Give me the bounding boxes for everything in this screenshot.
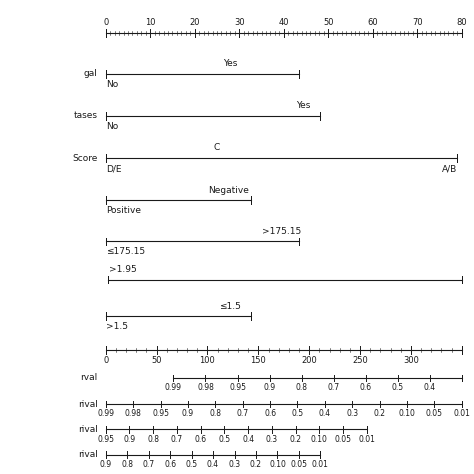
Text: 0.5: 0.5 <box>185 460 198 469</box>
Text: Score: Score <box>73 154 98 163</box>
Text: 0.3: 0.3 <box>346 410 358 419</box>
Text: 0.4: 0.4 <box>207 460 219 469</box>
Text: 0.01: 0.01 <box>358 435 375 444</box>
Text: >175.15: >175.15 <box>262 227 301 236</box>
Text: 0.05: 0.05 <box>335 435 352 444</box>
Text: 40: 40 <box>279 18 289 27</box>
Text: 0.99: 0.99 <box>97 410 114 419</box>
Text: ≤175.15: ≤175.15 <box>106 247 145 256</box>
Text: rival: rival <box>78 400 98 409</box>
Text: 0.7: 0.7 <box>171 435 183 444</box>
Text: 0.7: 0.7 <box>237 410 249 419</box>
Text: 0.6: 0.6 <box>195 435 207 444</box>
Text: C: C <box>214 144 220 153</box>
Text: >1.5: >1.5 <box>106 322 128 331</box>
Text: 0.2: 0.2 <box>290 435 301 444</box>
Text: 0.95: 0.95 <box>97 435 114 444</box>
Text: 50: 50 <box>151 356 162 365</box>
Text: 0.95: 0.95 <box>152 410 169 419</box>
Text: 0.98: 0.98 <box>197 383 214 392</box>
Text: tases: tases <box>74 111 98 120</box>
Text: 200: 200 <box>301 356 317 365</box>
Text: 0: 0 <box>103 18 109 27</box>
Text: 50: 50 <box>323 18 334 27</box>
Text: ≤1.5: ≤1.5 <box>219 301 241 310</box>
Text: 0.8: 0.8 <box>296 383 308 392</box>
Text: 0.9: 0.9 <box>123 435 136 444</box>
Text: 0.6: 0.6 <box>264 410 276 419</box>
Text: Yes: Yes <box>296 101 310 110</box>
Text: 0.05: 0.05 <box>426 410 443 419</box>
Text: rival: rival <box>78 450 98 459</box>
Text: 0.4: 0.4 <box>319 410 331 419</box>
Text: >1.95: >1.95 <box>109 265 137 274</box>
Text: 0.8: 0.8 <box>121 460 133 469</box>
Text: 0: 0 <box>103 356 109 365</box>
Text: 60: 60 <box>367 18 378 27</box>
Text: 0.6: 0.6 <box>164 460 176 469</box>
Text: 0.10: 0.10 <box>399 410 416 419</box>
Text: 0.5: 0.5 <box>219 435 230 444</box>
Text: 0.2: 0.2 <box>374 410 386 419</box>
Text: 0.99: 0.99 <box>165 383 182 392</box>
Text: 70: 70 <box>412 18 423 27</box>
Text: 0.9: 0.9 <box>100 460 112 469</box>
Text: 0.01: 0.01 <box>312 460 329 469</box>
Text: 0.10: 0.10 <box>311 435 328 444</box>
Text: 0.98: 0.98 <box>125 410 142 419</box>
Text: 0.10: 0.10 <box>269 460 286 469</box>
Text: rval: rval <box>81 374 98 383</box>
Text: 150: 150 <box>250 356 266 365</box>
Text: 0.4: 0.4 <box>424 383 436 392</box>
Text: Negative: Negative <box>209 186 249 195</box>
Text: 0.7: 0.7 <box>143 460 155 469</box>
Text: 0.5: 0.5 <box>392 383 404 392</box>
Text: 0.01: 0.01 <box>454 410 470 419</box>
Text: 0.8: 0.8 <box>210 410 221 419</box>
Text: 0.5: 0.5 <box>292 410 303 419</box>
Text: 20: 20 <box>190 18 200 27</box>
Text: 0.8: 0.8 <box>147 435 159 444</box>
Text: D/E: D/E <box>106 164 121 173</box>
Text: No: No <box>106 80 118 89</box>
Text: 0.4: 0.4 <box>242 435 254 444</box>
Text: Yes: Yes <box>223 59 237 68</box>
Text: 30: 30 <box>234 18 245 27</box>
Text: 0.3: 0.3 <box>228 460 241 469</box>
Text: 0.2: 0.2 <box>250 460 262 469</box>
Text: 0.05: 0.05 <box>291 460 308 469</box>
Text: 0.6: 0.6 <box>360 383 372 392</box>
Text: A/B: A/B <box>442 164 457 173</box>
Text: 80: 80 <box>456 18 467 27</box>
Text: 0.9: 0.9 <box>182 410 194 419</box>
Text: 0.3: 0.3 <box>266 435 278 444</box>
Text: gal: gal <box>84 69 98 78</box>
Text: 10: 10 <box>145 18 155 27</box>
Text: 0.7: 0.7 <box>328 383 340 392</box>
Text: 0.9: 0.9 <box>264 383 275 392</box>
Text: 0.95: 0.95 <box>229 383 246 392</box>
Text: rival: rival <box>78 425 98 434</box>
Text: 100: 100 <box>200 356 215 365</box>
Text: 250: 250 <box>352 356 368 365</box>
Text: 300: 300 <box>403 356 419 365</box>
Text: No: No <box>106 122 118 131</box>
Text: Positive: Positive <box>106 206 141 215</box>
